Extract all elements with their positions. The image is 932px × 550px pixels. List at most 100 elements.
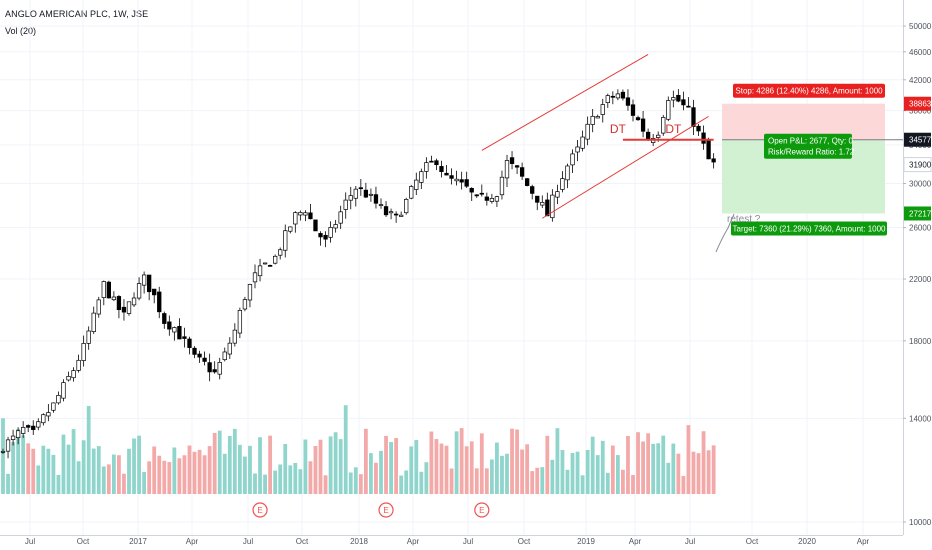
time-tick-label: Apr <box>186 537 199 546</box>
candle-body <box>656 134 661 138</box>
candle <box>540 195 545 209</box>
candle <box>414 172 419 196</box>
candle-body <box>565 165 570 181</box>
candle-body <box>434 160 439 166</box>
candle-body <box>676 94 681 102</box>
volume-bar <box>419 471 424 494</box>
candle <box>691 99 696 135</box>
candle <box>575 140 580 162</box>
chart-drawings[interactable]: DT DT retest ? <box>481 54 761 253</box>
volume-bar <box>182 455 187 494</box>
candle <box>706 137 711 160</box>
candle-body <box>378 204 384 206</box>
volume-indicator-label[interactable]: Vol (20) <box>5 26 37 36</box>
candle-body <box>101 281 106 298</box>
volume-bar <box>147 461 152 494</box>
candle <box>419 168 424 190</box>
candle-body <box>147 274 152 293</box>
volume-bar <box>318 439 323 494</box>
volume-bar <box>232 428 237 494</box>
volume-bar <box>46 448 51 494</box>
candle-body <box>383 206 389 216</box>
candle-body <box>454 178 459 182</box>
volume-bar <box>525 444 530 494</box>
candle <box>671 90 676 108</box>
time-tick-label: Jul <box>25 537 35 546</box>
candle <box>227 337 232 359</box>
candle <box>267 264 273 267</box>
volume-bar <box>681 475 686 494</box>
volume-bar <box>570 453 575 494</box>
volume-bar <box>237 444 242 494</box>
earnings-marker[interactable] <box>378 502 394 518</box>
candle-body <box>509 157 515 164</box>
candle <box>484 192 489 206</box>
volume-bar <box>555 428 560 494</box>
candle <box>666 96 671 122</box>
volume-bar <box>248 445 252 494</box>
candle-body <box>267 265 273 267</box>
candle-body <box>76 359 81 371</box>
candle <box>247 283 253 308</box>
volume-bar <box>86 405 91 494</box>
candle-body <box>464 179 469 187</box>
candle-body <box>308 212 313 220</box>
candle-body <box>121 306 127 313</box>
candle <box>217 357 222 380</box>
volume-bar <box>227 436 232 494</box>
candle <box>121 299 127 321</box>
volume-bar <box>626 436 630 494</box>
candle <box>474 194 479 198</box>
candle <box>10 429 16 446</box>
candle-body <box>635 117 641 121</box>
volume-bar <box>434 439 439 494</box>
volume-bar <box>590 436 595 494</box>
volume-bar <box>288 465 293 494</box>
candle <box>187 336 192 355</box>
price-scale[interactable]: 1000014000180002200026000300003400038000… <box>903 0 932 550</box>
time-tick-label: Oct <box>77 537 90 546</box>
candle <box>237 307 243 339</box>
candle-body <box>686 105 691 108</box>
volume-bar <box>580 475 585 494</box>
position-zones[interactable]: Stop: 4286 (12.40%) 4286, Amount: 1000 Ta… <box>722 83 903 236</box>
candle <box>126 301 132 316</box>
candle <box>106 280 111 299</box>
volume-bar <box>545 435 550 494</box>
candle <box>363 182 369 199</box>
candle-body <box>540 202 545 206</box>
candle <box>293 211 298 233</box>
candle-body <box>479 192 484 195</box>
channel-upper-line[interactable] <box>481 54 649 151</box>
candle <box>5 436 11 459</box>
time-scale[interactable]: Jul Oct 2017 Apr Jul Oct 2018 Apr Jul Oct 2019 Apr J… <box>0 535 903 547</box>
volume-bar <box>263 474 267 494</box>
price-tick-label: 30000 <box>909 179 932 188</box>
time-tick-label: 2017 <box>129 537 147 546</box>
earnings-marker-label: E <box>257 506 262 515</box>
stop-zone[interactable] <box>722 103 885 140</box>
earnings-marker[interactable] <box>252 502 268 518</box>
pattern-label-dt: DT <box>610 122 627 136</box>
time-tick-label: Oct <box>518 537 531 546</box>
volume-bar <box>76 461 81 494</box>
price-tick-label: 46000 <box>909 48 932 57</box>
candle <box>111 291 117 302</box>
candle-body <box>555 191 560 198</box>
candle <box>81 335 86 367</box>
volume-bar <box>605 472 610 494</box>
candle-body <box>353 188 358 199</box>
candle-body <box>585 123 590 140</box>
volume-bar <box>363 428 368 494</box>
candle-body <box>494 196 500 202</box>
candle-body <box>0 451 6 453</box>
candle <box>439 160 444 178</box>
volume-bar <box>91 448 96 494</box>
earnings-marker[interactable] <box>474 502 490 518</box>
pnl-label-box <box>764 133 852 159</box>
volume-bar <box>651 443 656 494</box>
channel-lower-line[interactable] <box>542 115 709 219</box>
candle-body <box>525 178 530 186</box>
candle <box>36 418 41 431</box>
